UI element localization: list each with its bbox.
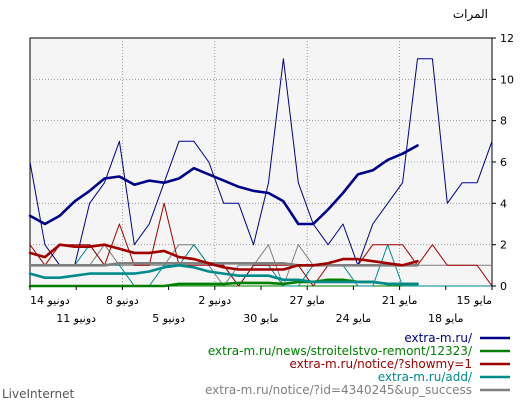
x-tick-label-upper: 2 دونيو — [198, 294, 231, 307]
series-line-average — [28, 261, 419, 267]
legend: extra-m.ru/extra-m.ru/news/stroitelstvo-… — [205, 331, 510, 397]
x-tick-label-upper: 8 دونيو — [106, 294, 139, 307]
legend-label: extra-m.ru/notice/?showmy=1 — [289, 357, 472, 371]
x-tick-label-lower: 24 مايو — [336, 312, 372, 325]
legend-label: extra-m.ru/ — [404, 331, 473, 345]
x-tick-label-lower: 18 مايو — [428, 312, 464, 325]
legend-label: extra-m.ru/add/ — [378, 370, 473, 384]
x-tick-label-upper: 27 مايو — [289, 294, 325, 307]
y-tick-label: 2 — [500, 239, 507, 252]
y-tick-label: 4 — [500, 197, 507, 210]
y-axis: 0 2 4 6 8 10 12 — [492, 32, 514, 293]
x-axis: 14 دونيو 8 دونيو 2 دونيو 27 مايو 21 مايو 15 م… — [29, 286, 493, 325]
y-tick-label: 6 — [500, 156, 507, 169]
y-axis-unit: المرات — [453, 7, 488, 22]
x-tick-label-upper: 14 دونيو — [30, 294, 70, 307]
x-tick-label-lower: 11 دونيو — [56, 312, 96, 325]
x-tick-label-lower: 5 دونيو — [152, 312, 185, 325]
x-tick-label-upper: 15 مايو — [457, 294, 493, 307]
series-line-average — [28, 263, 419, 286]
series-line-average — [28, 144, 419, 226]
y-tick-label: 12 — [500, 32, 514, 45]
series-line-daily — [29, 58, 493, 266]
legend-label: extra-m.ru/news/stroitelstvo-remont/1232… — [208, 344, 473, 358]
x-tick-label-upper: 21 مايو — [382, 294, 418, 307]
x-tick-label-lower: 30 مايو — [243, 312, 279, 325]
y-tick-label: 10 — [500, 73, 514, 86]
brand-label: LiveInternet — [2, 387, 74, 401]
y-tick-label: 0 — [500, 280, 507, 293]
y-tick-label: 8 — [500, 115, 507, 128]
series-line-average — [28, 243, 419, 271]
legend-label: extra-m.ru/notice/?id=4340245&up_success — [205, 383, 472, 397]
